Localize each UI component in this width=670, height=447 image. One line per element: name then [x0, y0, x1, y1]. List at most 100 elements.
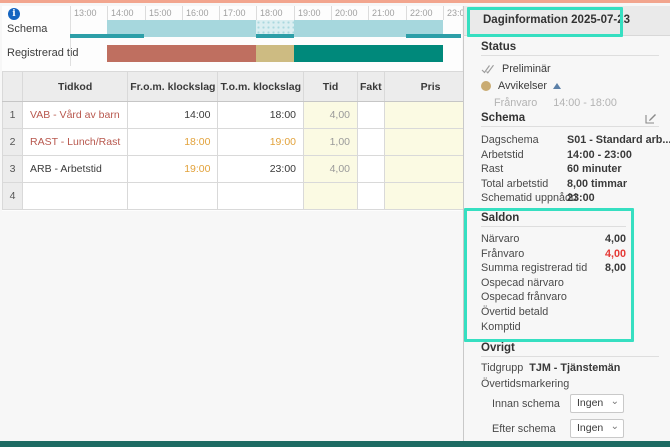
efter-schema-select[interactable]: Ingen ⌄ [570, 419, 624, 438]
tidgrupp-value: TJM - Tjänstemän [529, 362, 621, 374]
schema-underline-segment [406, 34, 461, 38]
status-avvikelser-label: Avvikelser [498, 80, 548, 92]
hour-tick [256, 6, 257, 20]
fakt-cell[interactable] [357, 155, 385, 183]
to-cell[interactable]: 19:00 [217, 128, 304, 156]
saldon-label: Komptid [481, 320, 521, 333]
hour-tick [107, 6, 108, 20]
innan-schema-label: Innan schema [492, 398, 560, 410]
efter-schema-value: Ingen [577, 422, 604, 434]
pris-cell [383, 155, 478, 183]
schema-underline-segment [256, 34, 294, 38]
collapse-triangle-icon[interactable] [553, 83, 562, 89]
saldon-label: Övertid betald [481, 306, 549, 318]
saldon-row: Komptid [481, 321, 626, 333]
status-franvaro-detail: Frånvaro 14:00 - 18:00 [494, 97, 617, 109]
hour-tick [331, 6, 332, 20]
pris-cell [383, 101, 478, 129]
day-info-panel [463, 6, 670, 441]
franvaro-label: Frånvaro [494, 97, 538, 109]
hour-label: 19:00 [298, 8, 321, 18]
ovrigt-header: Övrigt [481, 342, 515, 354]
tidkod-cell[interactable] [21, 182, 129, 210]
saldon-label: Ospecad frånvaro [481, 291, 567, 304]
status-header: Status [481, 41, 517, 53]
info-icon[interactable]: i [8, 8, 20, 20]
schema-header: Schema [481, 112, 526, 124]
fakt-cell[interactable] [357, 101, 385, 129]
from-cell[interactable]: 14:00 [127, 101, 219, 129]
schema-row-label: Schematid uppnådd [481, 192, 578, 205]
tidkod-cell[interactable]: RAST - Lunch/Rast [21, 128, 129, 156]
schema-row-value: S01 - Standard arb... [567, 134, 670, 146]
schema-row: Rast 60 minuter [481, 163, 622, 175]
chevron-down-icon: ⌄ [610, 421, 619, 432]
timeline-row-label-schema: Schema [7, 23, 48, 35]
to-cell[interactable] [217, 182, 304, 210]
status-avvikelser: Avvikelser [481, 80, 562, 92]
saldon-label: Frånvaro [481, 247, 525, 260]
hour-label: 21:00 [372, 8, 395, 18]
to-cell[interactable]: 23:00 [217, 155, 304, 183]
edit-icon[interactable] [645, 112, 657, 124]
schema-row: Arbetstid 14:00 - 23:00 [481, 149, 632, 161]
schema-row-label: Rast [481, 163, 504, 176]
schema-row-value: 8,00 timmar [567, 177, 628, 190]
fakt-cell[interactable] [357, 128, 385, 156]
tid-cell: 4,00 [303, 101, 358, 129]
schema-row: Schematid uppnådd 23:00 [481, 192, 595, 204]
registered-bar-vab [107, 45, 256, 62]
panel-title-bar [463, 6, 670, 36]
row-number: 3 [2, 155, 23, 183]
from-cell[interactable] [127, 182, 219, 210]
panel-title: Daginformation 2025-07-23 [483, 14, 630, 26]
hour-tick [368, 6, 369, 20]
hour-tick [443, 6, 444, 20]
hour-tick [219, 6, 220, 20]
saldon-row: Övertid betald [481, 306, 626, 318]
hour-label: 22:00 [410, 8, 433, 18]
saldon-value: 4,00 [604, 233, 626, 245]
schema-row: Dagschema S01 - Standard arb... [481, 134, 670, 146]
status-preliminar-label: Preliminär [502, 63, 551, 75]
tidkod-cell[interactable]: ARB - Arbetstid [21, 155, 129, 183]
tid-cell: 1,00 [303, 128, 358, 156]
hour-tick [294, 6, 295, 20]
hour-label: 18:00 [260, 8, 283, 18]
fakt-cell[interactable] [357, 182, 385, 210]
overtidsmarkering-label: Övertidsmarkering [481, 378, 570, 390]
tidkod-cell[interactable]: VAB - Vård av barn [21, 101, 129, 129]
col-header-fakt: Fakt [357, 71, 385, 102]
window-bottom-edge [0, 441, 670, 447]
schema-row-value: 14:00 - 23:00 [567, 148, 632, 161]
pris-cell [383, 182, 478, 210]
section-rule [481, 226, 626, 227]
pris-cell [383, 128, 478, 156]
to-cell[interactable]: 18:00 [217, 101, 304, 129]
saldon-row: Ospecad frånvaro [481, 291, 626, 303]
schema-break-segment [256, 20, 294, 37]
section-rule [481, 126, 659, 127]
innan-schema-select[interactable]: Ingen ⌄ [570, 394, 624, 413]
col-header-from: Fr.o.m. klockslag [127, 71, 219, 102]
hour-label: 23:00 [447, 8, 470, 18]
section-rule [481, 356, 659, 357]
schema-row-label: Dagschema [481, 134, 539, 146]
schema-row-label: Total arbetstid [481, 177, 549, 190]
hour-label: 14:00 [111, 8, 134, 18]
time-entry-grid: Tidkod Fr.o.m. klockslag T.o.m. klocksla… [2, 71, 550, 210]
from-cell[interactable]: 19:00 [127, 155, 219, 183]
hour-label: 20:00 [335, 8, 358, 18]
tidgrupp-label: Tidgrupp [481, 362, 524, 374]
col-header-tidkod: Tidkod [21, 71, 129, 102]
row-number: 2 [2, 128, 23, 156]
row-number: 1 [2, 101, 23, 129]
hour-tick [406, 6, 407, 20]
hour-tick [145, 6, 146, 20]
tid-cell: 4,00 [303, 155, 358, 183]
hour-tick [70, 6, 71, 20]
from-cell[interactable]: 18:00 [127, 128, 219, 156]
timeline-row-label-registered: Registrerad tid [7, 47, 79, 59]
schema-row-value: 60 minuter [567, 163, 622, 176]
